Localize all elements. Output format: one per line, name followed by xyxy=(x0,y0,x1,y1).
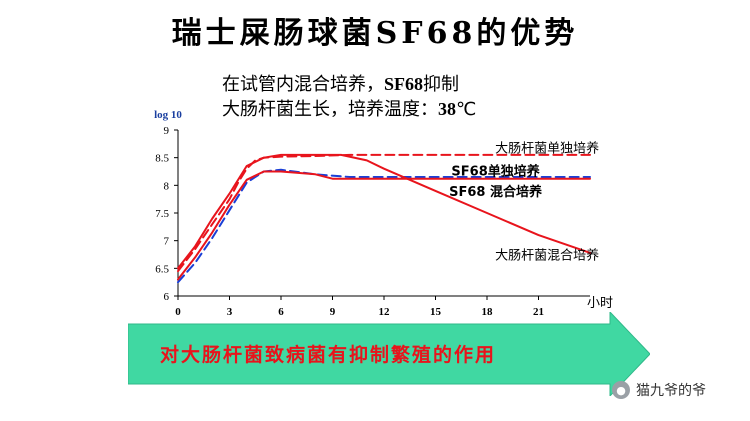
subtitle-line-2-temp: 38 xyxy=(438,99,456,119)
wechat-icon: ● xyxy=(612,381,630,399)
subtitle-line-1-text: 在试管内混合培养， xyxy=(222,74,384,95)
x-axis-label: 小时 xyxy=(587,296,613,311)
arrow-banner xyxy=(128,312,650,396)
subtitle-line-1-strain: SF68 xyxy=(384,74,424,94)
x-tick-label: 3 xyxy=(227,306,233,318)
series-label-1: 大肠杆菌单独培养 xyxy=(495,141,599,157)
series-label-4: 大肠杆菌混合培养 xyxy=(495,248,599,264)
x-tick-label: 18 xyxy=(482,306,494,318)
y-axis-label: log 10 xyxy=(154,109,182,121)
y-tick-label: 8.5 xyxy=(155,153,169,165)
series-label-2: SF68单独培养 xyxy=(451,163,540,179)
subtitle-line-2-unit: ℃ xyxy=(456,99,477,120)
x-tick-label: 12 xyxy=(379,306,391,318)
series-line-3 xyxy=(177,170,591,281)
y-tick-label: 6.5 xyxy=(155,263,169,275)
series-line-4 xyxy=(177,153,591,270)
y-tick-label: 7 xyxy=(164,236,170,248)
x-tick-label: 21 xyxy=(533,306,544,318)
subtitle-line-2: 大肠杆菌生长，培养温度：38℃ xyxy=(222,95,476,121)
subtitle-line-2-text: 大肠杆菌生长，培养温度： xyxy=(222,99,438,120)
y-tick-label: 9 xyxy=(164,125,170,137)
subtitle-line-1: 在试管内混合培养，SF68抑制 xyxy=(222,70,459,96)
x-tick-label: 0 xyxy=(175,306,181,318)
arrow-banner-text: 对大肠杆菌致病菌有抑制繁殖的作用 xyxy=(160,344,497,366)
y-tick-label: 7.5 xyxy=(155,208,169,220)
watermark: ● 猫九爷的爷 xyxy=(612,380,706,400)
slide-title: 瑞士屎肠球菌SF68的优势 xyxy=(171,16,579,51)
x-tick-label: 9 xyxy=(330,306,336,318)
y-tick-label: 8 xyxy=(164,180,170,192)
watermark-text: 猫九爷的爷 xyxy=(636,383,706,399)
y-tick-label: 6 xyxy=(164,291,170,303)
series-label-3: SF68 混合培养 xyxy=(449,184,543,200)
x-tick-label: 15 xyxy=(430,306,442,318)
x-tick-label: 6 xyxy=(278,306,284,318)
subtitle-line-1-end: 抑制 xyxy=(423,74,460,95)
